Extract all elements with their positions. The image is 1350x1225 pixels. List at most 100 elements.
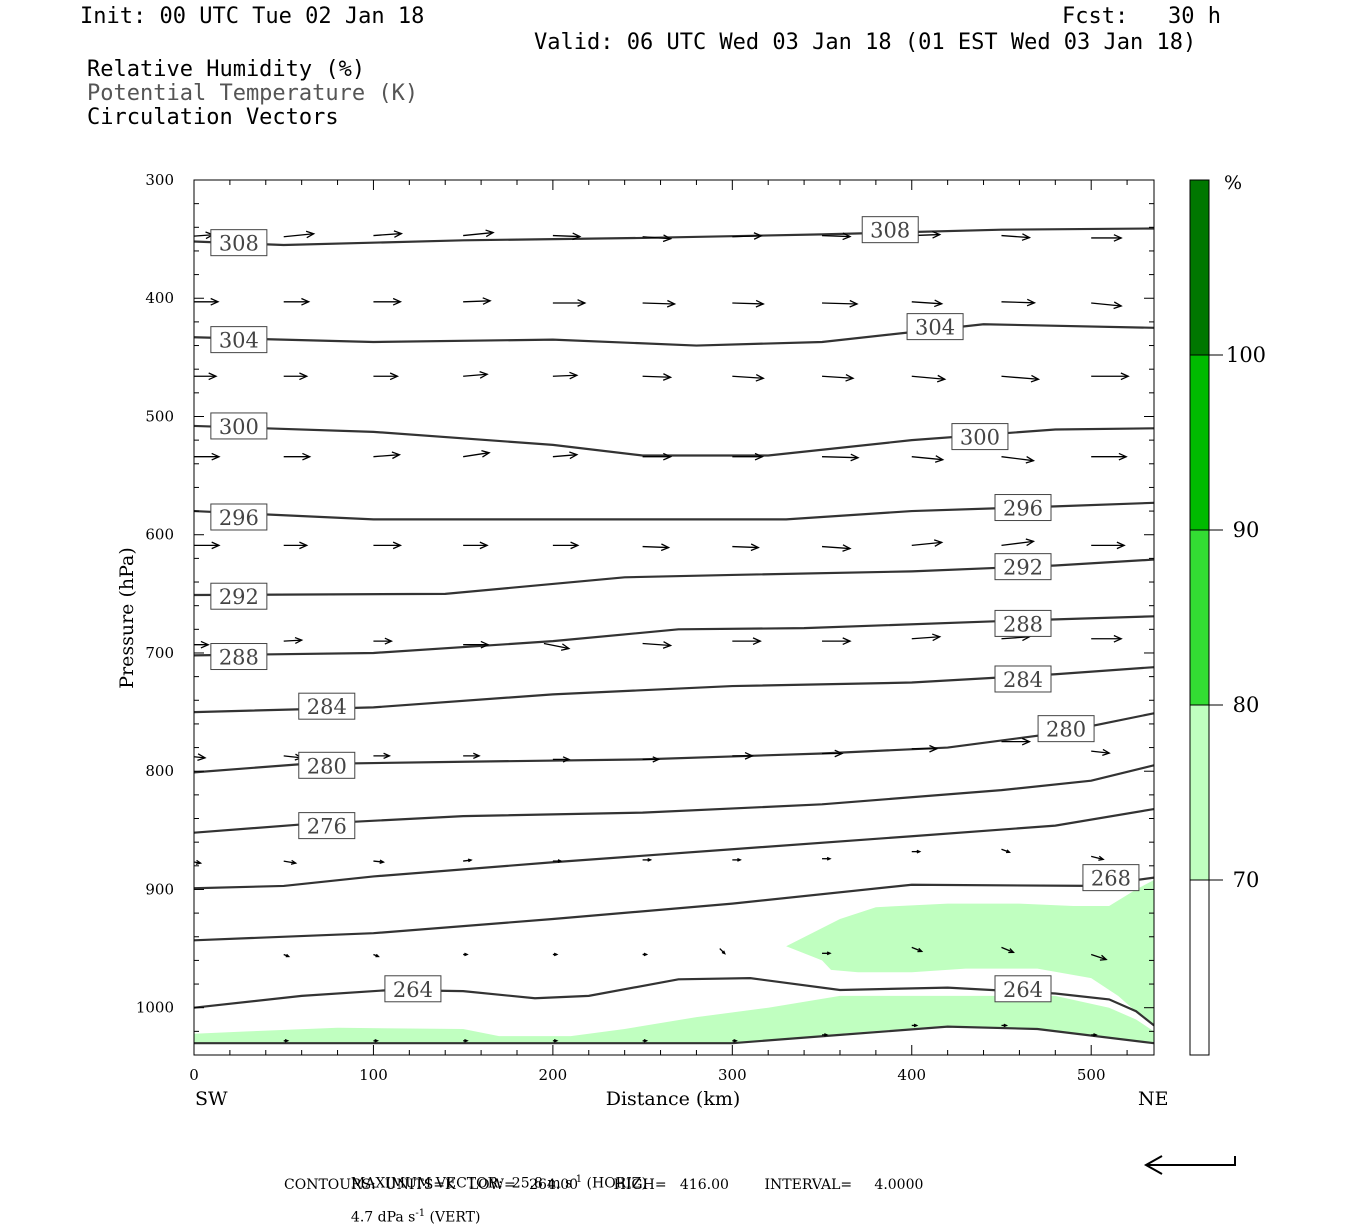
circulation-vector: [373, 230, 404, 238]
theta-contour-292: [194, 558, 1154, 597]
vector-head: [301, 297, 311, 306]
vector-head: [211, 541, 221, 550]
vector-shaft: [185, 954, 190, 956]
circulation-vector: [1091, 541, 1126, 550]
colorbar-unit: %: [1224, 172, 1242, 194]
colorbar-segment: [1190, 705, 1209, 880]
max-vector-unit-exp: -1: [572, 1174, 583, 1185]
circulation-vector: [1001, 848, 1011, 854]
circulation-vector: [642, 858, 653, 862]
vector-head: [1026, 298, 1037, 307]
vector-shaft: [822, 234, 851, 238]
vector-head: [1120, 372, 1130, 381]
circulation-vector: [1091, 855, 1105, 861]
y-tick-label: 700: [145, 644, 174, 662]
plot-frame: [193, 179, 1155, 1056]
vector-head: [562, 756, 571, 763]
vector-head: [1093, 1033, 1098, 1037]
vector-head: [1025, 538, 1036, 547]
sw-end-label: SW: [195, 1088, 228, 1110]
contour-label-box: [298, 692, 356, 720]
circulation-vector: [642, 452, 673, 461]
vector-head: [294, 636, 304, 645]
contour-label: 288: [994, 609, 1052, 637]
theta-contour-264: [194, 1025, 1154, 1045]
circulation-vector: [1090, 953, 1108, 961]
colorbar: 70 80 90 100%: [1189, 172, 1266, 1056]
circulation-vector: [552, 952, 559, 957]
vector-shaft: [1001, 540, 1034, 547]
circulation-vector: [1091, 1033, 1098, 1037]
circulation-vector: [821, 544, 852, 552]
vector-head: [1102, 748, 1111, 756]
vector-head: [754, 452, 764, 461]
vector-head: [302, 452, 312, 461]
vector-head: [186, 1040, 189, 1042]
circulation-vector: [732, 452, 764, 461]
field-theta-label: Potential Temperature (K): [87, 81, 419, 106]
rh-region: [786, 880, 1154, 1026]
vector-head: [721, 950, 726, 955]
vector-shaft: [732, 545, 759, 549]
circulation-vector: [283, 297, 311, 306]
contour-label: 268: [1082, 864, 1140, 892]
circulation-vector: [642, 952, 649, 957]
circulation-vector: [463, 229, 495, 238]
vector-shaft: [1091, 750, 1110, 754]
vector-head: [744, 751, 754, 760]
colorbar-segment: [1190, 180, 1209, 355]
vector-shaft: [642, 545, 669, 549]
contour-label-box: [210, 503, 268, 531]
vector-shaft: [463, 300, 491, 303]
vector-head: [197, 753, 207, 761]
circulation-vector: [821, 373, 855, 382]
vector-shaft: [283, 860, 296, 864]
vector-head: [392, 297, 403, 306]
vector-head: [755, 373, 765, 382]
circulation-vector: [552, 541, 580, 550]
contour-label-text: 280: [1046, 718, 1086, 742]
contour-label-text: 284: [1003, 668, 1043, 692]
vector-head: [917, 947, 924, 953]
circulation-vector: [1091, 301, 1123, 310]
theta-contour-300: [194, 424, 1154, 457]
vector-head: [384, 637, 394, 645]
vector-head: [1025, 455, 1036, 464]
circulation-vector: [822, 637, 852, 646]
circulation-vector: [463, 952, 469, 957]
circulation-vector: [1091, 234, 1123, 242]
vector-head: [464, 1038, 469, 1043]
circulation-vector: [373, 953, 380, 958]
circulation-vector: [1001, 298, 1037, 307]
vector-head: [383, 752, 392, 760]
vector-shaft: [463, 452, 490, 458]
vector-head: [850, 453, 860, 462]
vector-head: [560, 643, 571, 651]
vector-shaft: [642, 375, 671, 378]
circulation-vector: [822, 951, 832, 956]
circulation-vector: [552, 371, 579, 380]
vector-shaft: [283, 233, 314, 238]
contour-label-box: [298, 751, 356, 779]
vector-head: [933, 539, 944, 547]
contour-label-text: 288: [1003, 612, 1043, 636]
vector-head: [834, 749, 844, 758]
circulation-vector: [552, 756, 571, 763]
colorbar-frame: [1189, 179, 1210, 1056]
vector-head: [553, 952, 559, 957]
circulation-vector: [463, 449, 491, 458]
max-vector-vert-value: 4.7 dPa s: [350, 1209, 416, 1225]
vector-shaft: [463, 231, 494, 237]
circulation-vector: [732, 299, 765, 308]
vector-shaft: [911, 946, 922, 953]
contour-label-box: [906, 313, 964, 341]
vector-head: [195, 859, 203, 865]
contour-label: 280: [1037, 715, 1095, 743]
vector-shaft: [1091, 302, 1122, 307]
vector-shaft: [194, 861, 201, 864]
circulation-vector: [1091, 452, 1128, 461]
y-tick-label: 900: [145, 880, 174, 898]
circulation-vector: [822, 856, 832, 861]
vector-head: [290, 859, 298, 865]
circulation-vector: [642, 756, 661, 763]
